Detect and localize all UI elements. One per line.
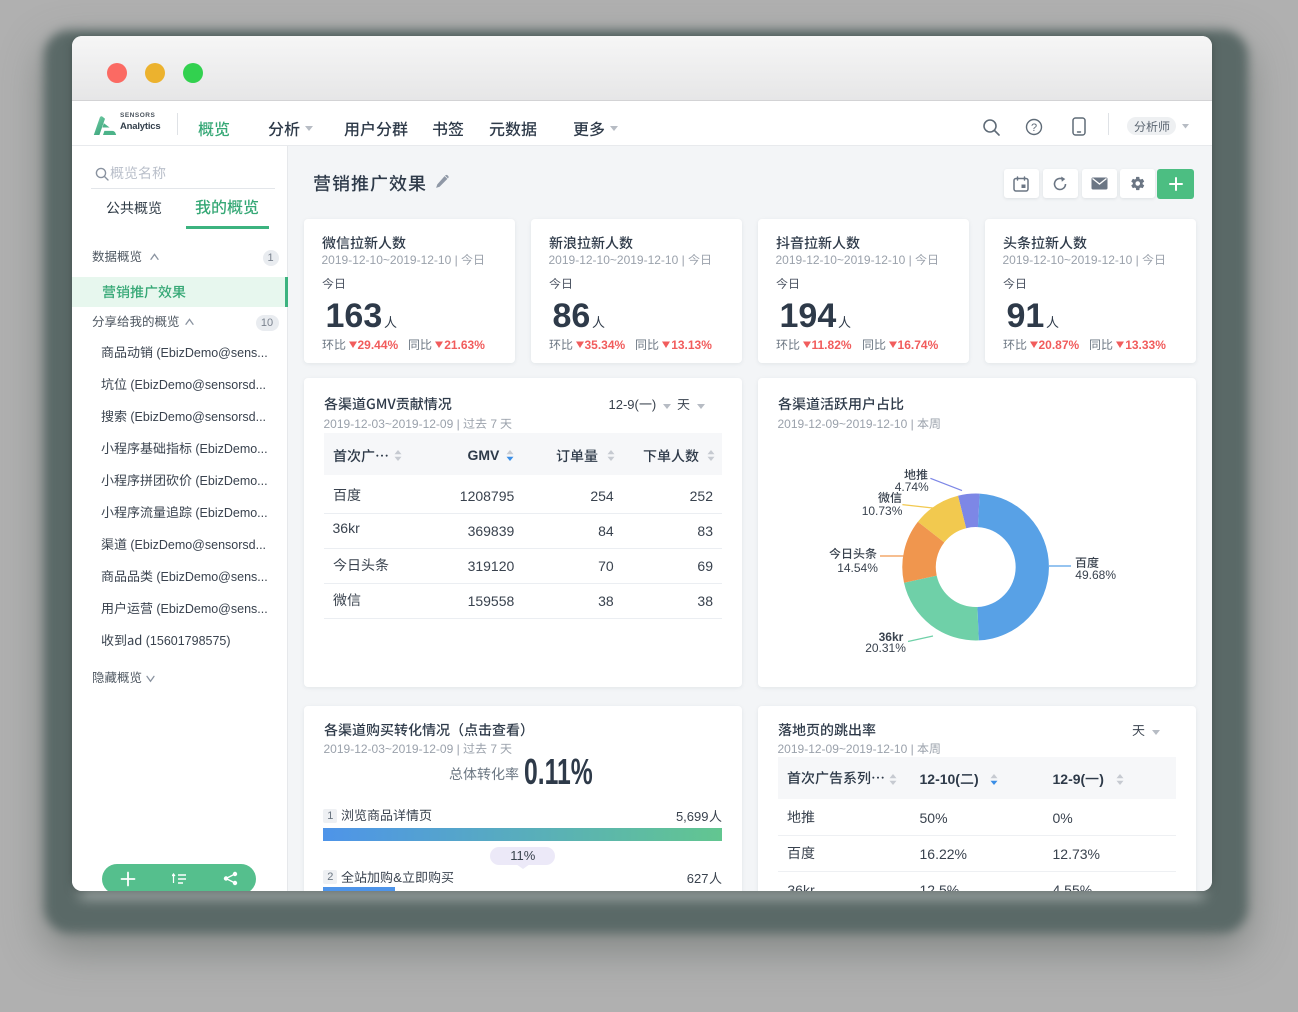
svg-text:?: ? <box>1031 122 1037 134</box>
